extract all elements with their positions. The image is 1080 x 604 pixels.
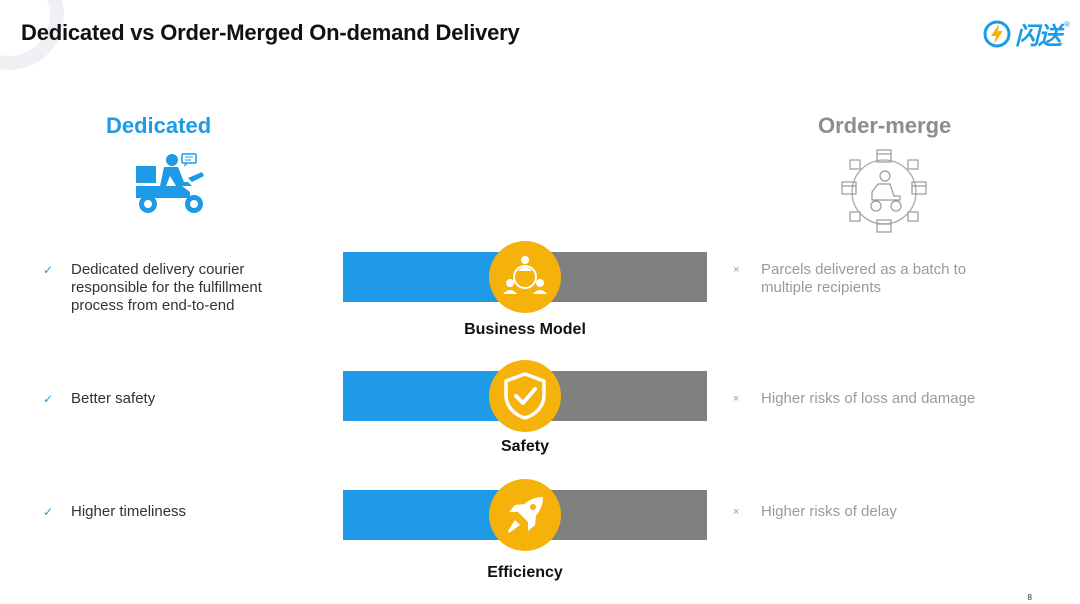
page-title: Dedicated vs Order-Merged On-demand Deli… <box>21 20 520 45</box>
check-icon: ✓ <box>43 392 54 406</box>
category-label-efficiency: Efficiency <box>487 564 563 581</box>
registered-mark: ® <box>1064 20 1070 29</box>
merged-parcels-icon <box>841 149 927 233</box>
dedicated-point-text: Better safety <box>71 390 156 407</box>
cross-icon: × <box>733 264 740 276</box>
efficiency-badge <box>489 479 561 551</box>
business-model-badge <box>489 241 561 313</box>
rocket-icon <box>508 497 543 533</box>
dedicated-heading: Dedicated <box>106 113 212 138</box>
dedicated-point-efficiency: ✓ Higher timeliness <box>43 503 301 521</box>
order-merge-point-efficiency: × Higher risks of delay <box>733 503 1021 521</box>
order-merge-heading: Order-merge <box>818 113 952 138</box>
order-merge-point-business-model: × Parcels delivered as a batch to multip… <box>733 261 1021 297</box>
category-label-safety: Safety <box>500 438 550 455</box>
check-icon: ✓ <box>43 505 54 519</box>
page-number: 8 <box>1027 593 1032 602</box>
people-network-icon <box>503 256 547 294</box>
cross-icon: × <box>733 393 740 405</box>
safety-badge <box>489 360 561 432</box>
dedicated-point-safety: ✓ Better safety <box>43 390 301 408</box>
dedicated-point-text: Higher timeliness <box>71 503 187 520</box>
logo: 闪送 ® <box>982 16 1070 51</box>
order-merge-point-text: Parcels delivered as a batch to multiple… <box>761 261 967 296</box>
scooter-courier-icon <box>136 153 204 213</box>
shield-check-icon <box>504 372 546 420</box>
dedicated-point-business-model: ✓ Dedicated delivery courier responsible… <box>43 261 301 315</box>
cross-icon: × <box>733 506 740 518</box>
check-icon: ✓ <box>43 263 54 277</box>
dedicated-point-text: Dedicated delivery courier responsible f… <box>71 261 262 314</box>
category-label-business-model: Business Model <box>464 321 586 338</box>
order-merge-point-safety: × Higher risks of loss and damage <box>733 390 1021 408</box>
order-merge-point-text: Higher risks of delay <box>761 503 897 520</box>
order-merge-point-text: Higher risks of loss and damage <box>761 390 976 407</box>
lightning-icon <box>983 20 1011 47</box>
logo-text: 闪送 <box>1015 23 1062 50</box>
